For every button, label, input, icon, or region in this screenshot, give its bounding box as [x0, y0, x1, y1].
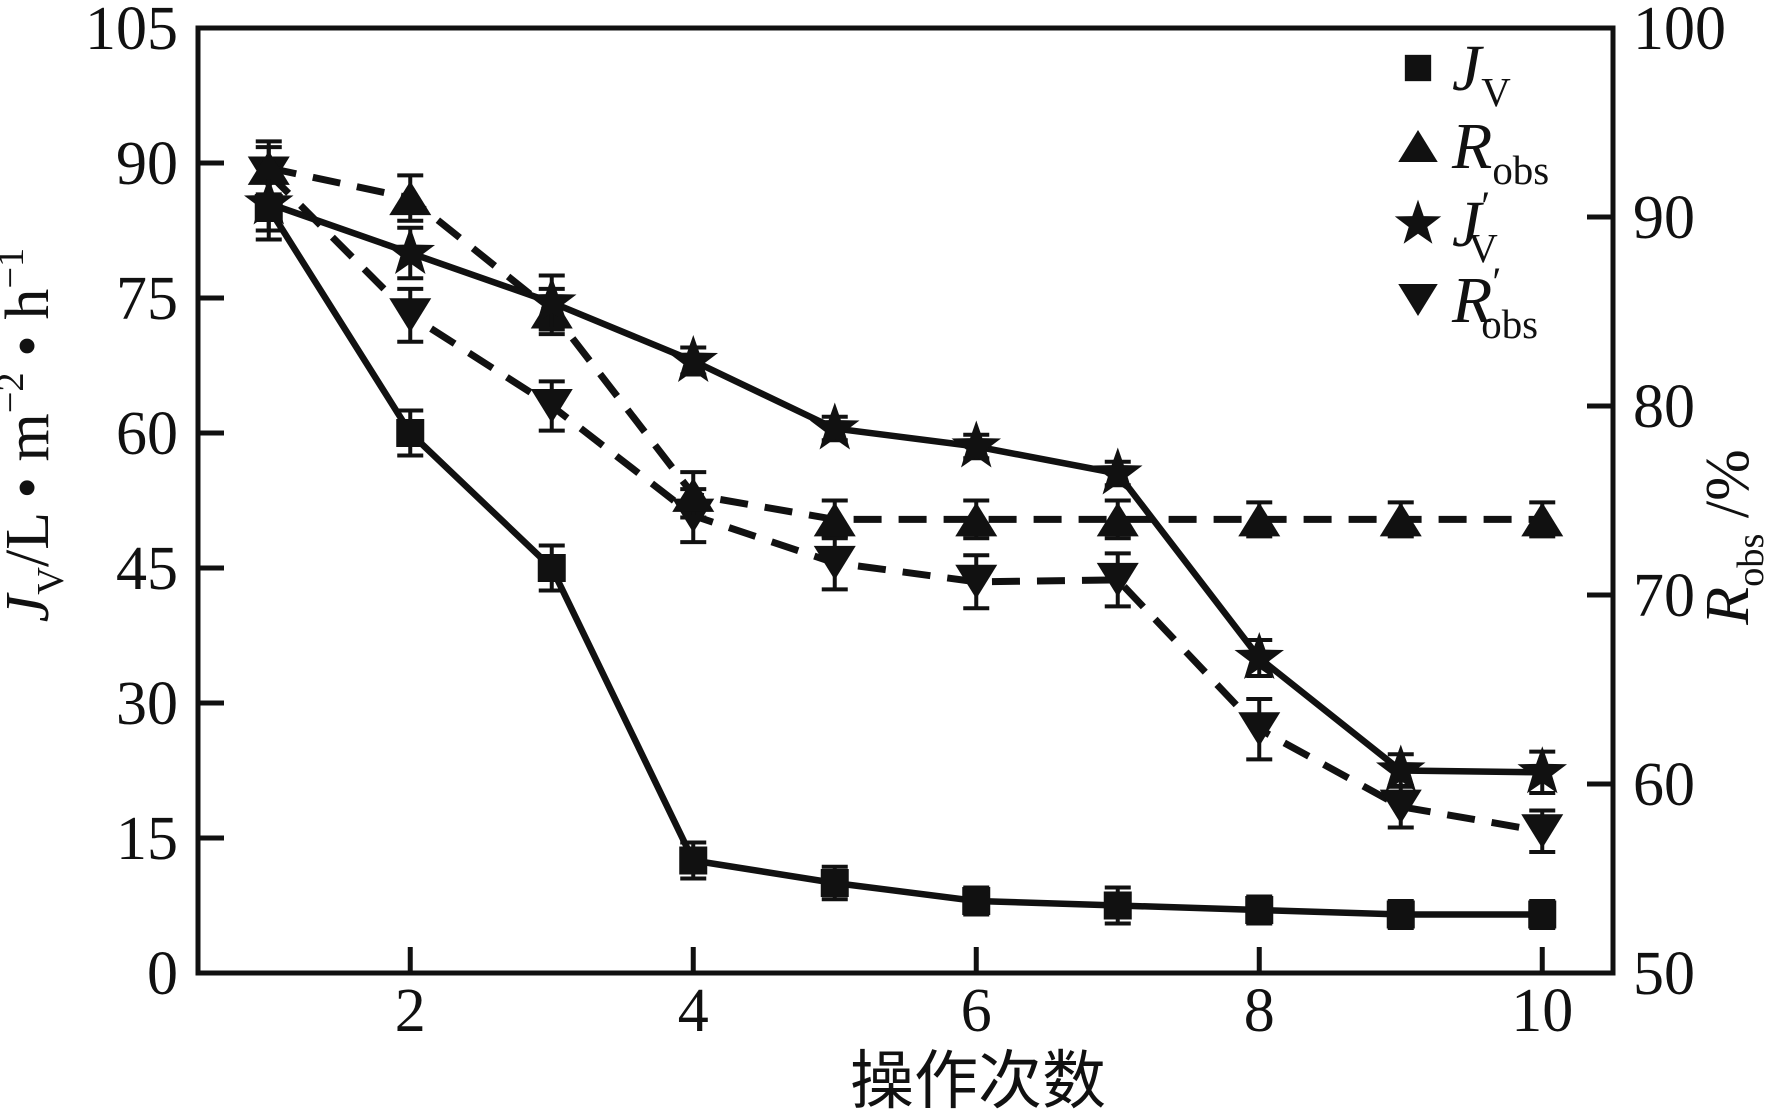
legend-square-icon [1404, 54, 1432, 82]
legend-item-jv: JV [1404, 32, 1511, 115]
axes-layer: 0 15 30 45 60 75 90 105 50 60 70 80 90 100 2 4 6 8 10 JV/L … [0, 0, 1772, 1045]
series-jv_prime [244, 174, 1567, 795]
x-tick-label: 4 [678, 977, 709, 1045]
legend-label-jv_prime: J′ V [1452, 184, 1498, 271]
series-robs_prime-marker [1096, 562, 1139, 597]
series-robs_prime-marker [813, 545, 856, 580]
x-tick-label: 8 [1244, 977, 1275, 1045]
legend-label-robs: Robs [1451, 110, 1549, 193]
x-tick-label: 2 [395, 977, 426, 1045]
y-right-tick-label: 50 [1633, 940, 1695, 1008]
y-left-tick-label: 60 [116, 400, 178, 468]
legend-triangle-up-icon [1398, 130, 1438, 162]
series-jv_prime-marker [1376, 744, 1426, 792]
y-left-axis-label: JV/L • m−2 • h−1 [0, 248, 72, 622]
series-robs-marker [813, 502, 856, 537]
series-jv_prime-marker [1093, 447, 1143, 495]
x-axis-label: 操作次数 [850, 1046, 1106, 1114]
y-right-axis-label-text: Robs /% [1694, 449, 1772, 626]
series-jv-marker [396, 419, 425, 447]
y-left-tick-label: 15 [116, 805, 178, 873]
legend-star-icon [1394, 199, 1442, 244]
series-robs-marker [1238, 502, 1281, 537]
series-robs_prime-marker [1521, 814, 1564, 849]
series-jv_prime-line [267, 200, 1543, 776]
series-robs-marker [1379, 502, 1422, 537]
y-right-tick-label: 70 [1633, 562, 1695, 630]
series-jv_prime-marker [1517, 746, 1567, 794]
series-robs_prime-marker [955, 564, 998, 599]
legend-item-robs: Robs [1398, 110, 1549, 193]
series-jv-marker [962, 887, 991, 915]
y-left-tick-label: 75 [116, 265, 178, 333]
x-tick-label: 6 [961, 977, 992, 1045]
series-jv_prime-marker [668, 335, 718, 382]
series-jv-marker [679, 846, 708, 875]
series-robs_prime-marker [1238, 712, 1281, 747]
y-left-tick-label: 0 [147, 940, 178, 1008]
series-robs-marker [1096, 502, 1139, 537]
series-robs_prime-marker [1379, 789, 1422, 824]
series-layer [244, 139, 1567, 930]
y-left-tick-label: 105 [85, 0, 178, 63]
plot-border [195, 25, 1616, 976]
series-jv-marker [1245, 896, 1274, 924]
x-tick-label: 10 [1511, 977, 1573, 1045]
legend-item-jv_prime: J′ V [1394, 184, 1498, 271]
series-robs [247, 139, 1564, 541]
series-robs-line [268, 164, 1543, 523]
series-robs_prime-marker [530, 389, 573, 423]
legend-item-robs_prime: R′ obs [1398, 260, 1538, 347]
series-robs_prime [247, 145, 1564, 855]
series-robs-marker [672, 477, 715, 512]
series-jv-marker [1386, 900, 1415, 929]
y-right-tick-label: 60 [1633, 751, 1695, 819]
series-jv-marker [254, 194, 283, 222]
series-jv-marker [1103, 891, 1132, 920]
series-jv_prime-marker [810, 402, 860, 450]
series-robs-marker [955, 502, 998, 537]
legend-label-robs_prime: R′ obs [1451, 260, 1538, 347]
series-jv_prime-marker [951, 420, 1001, 468]
y-left-tick-label: 30 [116, 670, 178, 738]
series-robs_prime-marker [389, 298, 432, 333]
series-jv_prime-marker [385, 227, 435, 274]
y-right-tick-label: 80 [1633, 373, 1695, 441]
series-jv-marker [1528, 900, 1557, 929]
series-robs_prime-line [266, 171, 1543, 835]
series-robs-marker [1521, 502, 1564, 537]
series-jv [254, 174, 1557, 930]
y-left-tick-label: 90 [116, 130, 178, 198]
y-left-tick-label: 45 [116, 535, 178, 603]
y-left-axis-label-text: JV/L • m−2 • h−1 [0, 248, 72, 622]
series-jv-marker [537, 554, 566, 582]
legend-triangle-down-icon [1398, 284, 1438, 316]
y-right-tick-label: 100 [1633, 0, 1726, 63]
series-jv-line [266, 206, 1543, 918]
y-right-tick-label: 90 [1633, 184, 1695, 252]
y-right-axis-label: Robs /% [1694, 449, 1772, 626]
series-jv-marker [820, 869, 849, 897]
series-jv_prime-marker [527, 276, 577, 324]
legend-label-jv: JV [1452, 32, 1511, 115]
series-jv_prime-marker [1234, 632, 1284, 679]
series-robs-marker [389, 181, 432, 216]
